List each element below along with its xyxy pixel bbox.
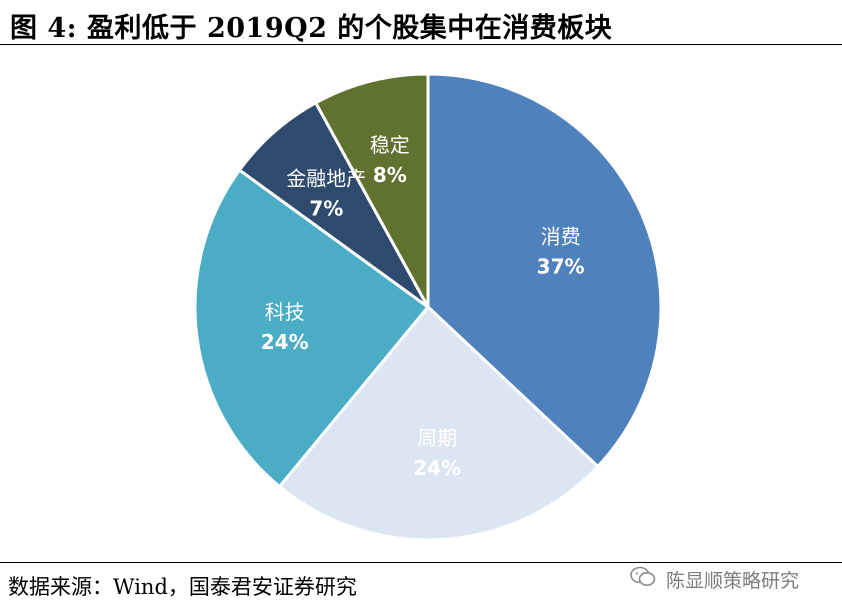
- pie-slice-1: [426, 72, 663, 468]
- title-rule: [0, 44, 842, 45]
- slice-label-5: 稳定: [370, 133, 410, 157]
- slice-value-2: 24%: [413, 456, 461, 480]
- watermark: 陈显顺策略研究: [630, 566, 799, 593]
- watermark-text: 陈显顺策略研究: [666, 570, 800, 592]
- pie-slice-2: [277, 305, 600, 542]
- wechat-icon: [630, 566, 656, 593]
- slice-label-1: 消费: [541, 225, 581, 249]
- source-note: 数据来源：Wind，国泰君安证券研究: [8, 575, 357, 599]
- slice-label-3: 科技: [265, 300, 305, 324]
- pie-chart: 消费 37% 周期 24% 科技 24% 金融地产 7% 稳定 8%: [193, 72, 663, 542]
- slice-value-1: 37%: [537, 255, 585, 279]
- slice-value-3: 24%: [261, 330, 309, 354]
- slice-value-4: 7%: [309, 197, 343, 221]
- slice-label-4: 金融地产: [286, 167, 366, 191]
- figure-title: 图 4: 盈利低于 2019Q2 的个股集中在消费板块: [10, 13, 613, 44]
- pie-slice-4: [238, 101, 430, 309]
- source-rule: [0, 562, 842, 563]
- pie-slice-5: [314, 72, 430, 309]
- slice-value-5: 8%: [373, 163, 407, 187]
- pie-slice-3: [193, 168, 430, 489]
- slice-label-2: 周期: [417, 426, 457, 450]
